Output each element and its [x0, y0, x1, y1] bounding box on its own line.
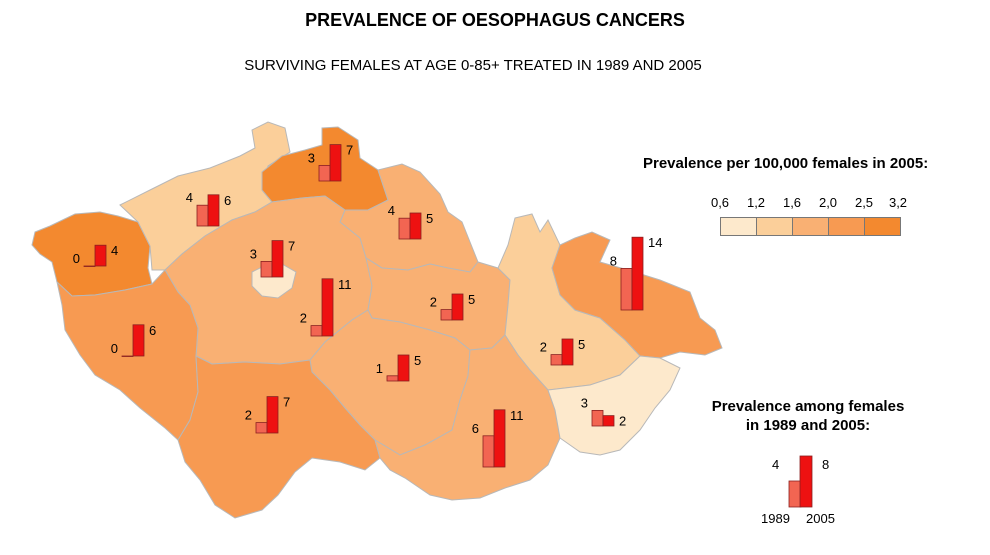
bar-2005	[207, 194, 220, 227]
bar-1989	[591, 409, 604, 427]
bar-2005	[602, 415, 615, 427]
bar-1989	[398, 217, 411, 240]
bar-legend-1989-value: 4	[772, 457, 780, 472]
legend-tick: 2,0	[818, 195, 838, 210]
bar-2005	[329, 144, 342, 182]
region-jihocesky	[177, 355, 381, 519]
label-2005: 6	[149, 323, 156, 338]
bar-1989	[121, 355, 134, 357]
bar-legend-2005-label: 2005	[806, 511, 835, 526]
bar-2005	[271, 240, 284, 278]
bar-1989	[482, 435, 495, 468]
bar-legend-title-line1: Prevalence among females	[711, 398, 905, 415]
bar-legend-1989-label: 1989	[761, 511, 790, 526]
bar-legend-1989-bar	[788, 480, 802, 508]
label-1989: 6	[472, 421, 479, 436]
label-2005: 2	[619, 414, 626, 429]
legend-swatch	[793, 218, 829, 235]
bar-legend-title-line2: in 1989 and 2005:	[745, 417, 871, 434]
bar-2005	[451, 293, 464, 321]
label-1989: 2	[245, 408, 252, 423]
legend-tick: 1,6	[782, 195, 802, 210]
bar-2005	[321, 278, 334, 337]
label-1989: 1	[376, 361, 383, 376]
bar-1989	[310, 325, 323, 337]
legend-tick: 1,2	[746, 195, 766, 210]
bar-2005	[631, 236, 644, 311]
label-1989: 4	[388, 203, 395, 218]
bar-1989	[550, 354, 563, 366]
region-zlinsky	[547, 355, 681, 456]
bar-2005	[493, 409, 506, 468]
label-1989: 4	[186, 190, 193, 205]
label-1989: 3	[250, 246, 257, 261]
choropleth-legend-title: Prevalence per 100,000 females in 2005:	[643, 155, 929, 172]
bar-1989	[620, 267, 633, 311]
bar-1989	[255, 422, 268, 434]
bar-legend-title: Prevalence among females in 1989 and 200…	[688, 397, 928, 435]
map-subtitle: SURVIVING FEMALES AT AGE 0-85+ TREATED I…	[244, 57, 702, 74]
label-1989: 3	[308, 150, 315, 165]
legend-swatch	[865, 218, 900, 235]
legend-swatch	[721, 218, 757, 235]
map-title: PREVALENCE OF OESOPHAGUS CANCERS	[305, 10, 685, 30]
label-1989: 0	[111, 341, 118, 356]
bar-2005	[94, 244, 107, 267]
bar-2005	[561, 338, 574, 366]
bar-2005	[397, 354, 410, 382]
label-1989: 2	[540, 340, 547, 355]
bar-2005	[132, 324, 145, 357]
label-2005: 11	[510, 408, 524, 423]
legend-tick: 2,5	[854, 195, 874, 210]
legend-swatch	[829, 218, 865, 235]
region-karlovarsky	[31, 211, 153, 297]
label-1989: 3	[581, 395, 588, 410]
bar-2005	[266, 396, 279, 434]
label-2005: 7	[283, 395, 290, 410]
label-2005: 6	[224, 193, 231, 208]
legend-tick: 0,6	[710, 195, 730, 210]
label-1989: 2	[430, 295, 437, 310]
label-2005: 5	[426, 211, 433, 226]
bar-legend-example	[788, 455, 813, 508]
label-2005: 5	[468, 292, 475, 307]
legend-tick: 3,2	[888, 195, 908, 210]
choropleth-legend-scale	[720, 217, 901, 236]
label-2005: 5	[578, 337, 585, 352]
bar-1989	[260, 260, 273, 278]
bar-1989	[83, 265, 96, 267]
bar-1989	[318, 164, 331, 182]
label-2005: 4	[111, 243, 118, 258]
label-2005: 7	[288, 239, 295, 254]
label-2005: 5	[414, 353, 421, 368]
legend-swatch	[757, 218, 793, 235]
bar-1989	[440, 309, 453, 321]
bar-legend-2005-value: 8	[822, 457, 830, 472]
bar-legend-2005-bar	[799, 455, 813, 508]
label-1989: 8	[610, 253, 617, 268]
bar-1989	[386, 375, 399, 382]
label-1989: 2	[300, 311, 307, 326]
label-1989: 0	[73, 251, 80, 266]
bar-1989	[196, 204, 209, 227]
label-2005: 7	[346, 143, 353, 158]
label-2005: 11	[338, 277, 352, 292]
label-2005: 14	[648, 235, 662, 250]
bar-2005	[409, 212, 422, 240]
region-plzensky	[56, 269, 199, 441]
